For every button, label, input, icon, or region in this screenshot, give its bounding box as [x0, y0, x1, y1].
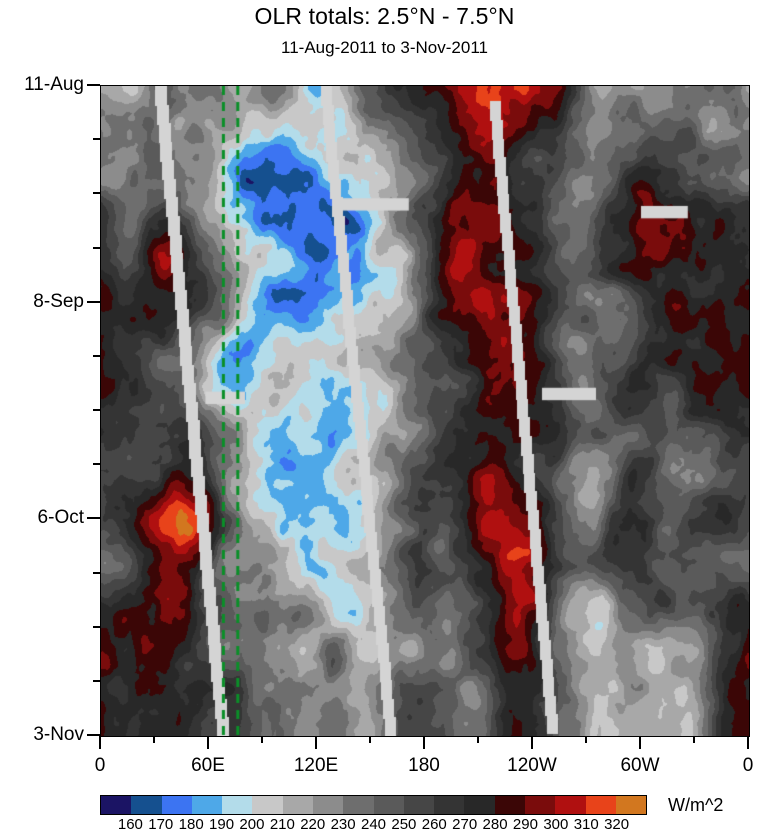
x-axis-tick-label: 60E: [191, 755, 225, 776]
colorbar-segment: [191, 796, 223, 814]
y-axis-tick-label: 8-Sep: [33, 290, 84, 312]
hovmoller-plot-area: [100, 85, 750, 737]
colorbar-segment: [434, 796, 465, 814]
colorbar-segment: [282, 796, 313, 814]
x-axis-tick-minor: [693, 736, 695, 743]
x-axis-tick-major: [747, 736, 749, 749]
colorbar-segment: [615, 796, 647, 814]
x-axis-tick-major: [423, 736, 425, 749]
colorbar-tick-label: 230: [330, 816, 356, 833]
colorbar-tick-label: 250: [391, 816, 417, 833]
y-axis-tick-minor: [93, 138, 100, 141]
y-axis-tick-minor: [93, 192, 100, 195]
colorbar-tick-label: 290: [512, 816, 538, 833]
colorbar-segment: [524, 796, 556, 814]
x-axis-tick-minor: [477, 736, 479, 743]
colorbar-segment: [312, 796, 344, 814]
x-axis-tick-label: 120E: [293, 755, 339, 776]
colorbar-tick-label: 270: [452, 816, 478, 833]
x-axis-tick-minor: [585, 736, 587, 743]
y-axis-tick-major: [87, 84, 100, 86]
colorbar-tick-label: 280: [482, 816, 508, 833]
x-axis-tick-major: [531, 736, 533, 749]
colorbar-segment: [343, 796, 374, 814]
y-axis-tick-minor: [93, 354, 100, 357]
y-axis-tick-minor: [93, 463, 100, 466]
y-axis-tick-minor: [93, 409, 100, 411]
y-axis-tick-major: [87, 517, 100, 520]
y-axis-tick-label: 6-Oct: [37, 507, 84, 529]
y-axis-tick-label: 11-Aug: [24, 74, 84, 95]
colorbar-tick-label: 210: [269, 816, 295, 833]
x-axis-tick-label: 180: [408, 755, 440, 776]
colorbar-segment: [403, 796, 435, 814]
y-axis-tick-minor: [93, 571, 100, 574]
x-axis-tick-label: 0: [742, 755, 754, 776]
y-axis-tick-minor: [93, 625, 100, 628]
colorbar-tick-label: 240: [360, 816, 387, 833]
colorbar-tick-label: 180: [178, 816, 204, 833]
colorbar-tick-label: 260: [421, 816, 447, 833]
y-axis-tick-major: [87, 300, 100, 303]
y-axis-tick-major: [87, 734, 100, 736]
y-axis-tick-label: 3-Nov: [33, 724, 84, 745]
colorbar-segment: [101, 796, 132, 814]
colorbar: [100, 795, 647, 815]
colorbar-tick-label: 320: [604, 816, 630, 833]
colorbar-segment: [585, 796, 616, 814]
colorbar-tick-label: 170: [148, 816, 174, 833]
x-axis-tick-label: 60W: [620, 755, 660, 776]
colorbar-segment: [373, 796, 404, 814]
colorbar-tick-label: 160: [117, 816, 143, 833]
x-axis-tick-major: [639, 736, 641, 749]
colorbar-segment: [131, 796, 162, 814]
colorbar-tick-label: 310: [573, 816, 599, 833]
olr-heatmap-canvas: [101, 86, 749, 736]
x-axis-tick-major: [315, 736, 317, 749]
y-axis-tick-minor: [93, 246, 100, 249]
colorbar-segment: [161, 796, 192, 814]
x-axis-tick-label: 120W: [507, 755, 557, 776]
x-axis-tick-minor: [261, 736, 263, 743]
colorbar-tick-label: 220: [300, 816, 326, 833]
colorbar-segment: [222, 796, 253, 814]
colorbar-segment: [252, 796, 283, 814]
colorbar-tick-label: 200: [239, 816, 265, 833]
x-axis-tick-major: [207, 736, 209, 749]
colorbar-units-label: W/m^2: [668, 795, 724, 815]
chart-title: OLR totals: 2.5°N - 7.5°N: [254, 3, 515, 29]
colorbar-segment: [555, 796, 586, 814]
colorbar-segment: [494, 796, 525, 814]
x-axis-tick-label: 0: [94, 755, 106, 776]
colorbar-tick-label: 190: [209, 816, 235, 833]
x-axis-tick-minor: [369, 736, 371, 743]
chart-subtitle: 11-Aug-2011 to 3-Nov-2011: [281, 38, 488, 57]
colorbar-tick-label: 300: [543, 816, 569, 833]
x-axis-tick-minor: [153, 736, 155, 743]
colorbar-tick-labels: 160 170 180 190 200 210 220 230 240 250 260 270 280 2…: [100, 816, 647, 836]
colorbar-segment: [464, 796, 495, 814]
y-axis-tick-minor: [93, 679, 100, 682]
x-axis-tick-major: [99, 736, 101, 749]
